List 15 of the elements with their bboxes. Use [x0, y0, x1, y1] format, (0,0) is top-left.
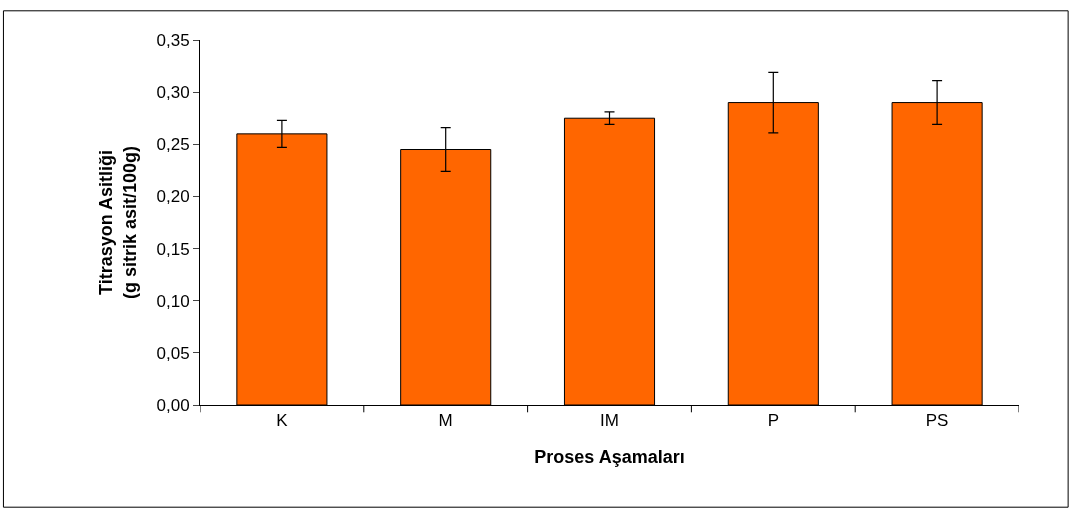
y-tick-label: 0,05 — [156, 343, 190, 363]
y-tick-label: 0,10 — [156, 291, 190, 311]
y-tick-label: 0,30 — [156, 83, 190, 103]
y-axis-title: Titrasyon Asitliği (g sitrik asit/100g) — [96, 145, 140, 300]
y-tick-label: 0,20 — [156, 187, 190, 207]
y-tick-label: 0,00 — [156, 395, 190, 415]
x-tick-label: K — [276, 411, 289, 431]
x-tick-label: M — [438, 411, 453, 431]
y-tick-label: 0,25 — [156, 135, 190, 155]
x-tick-label: P — [767, 411, 779, 431]
y-tick-label: 0,15 — [156, 239, 190, 259]
x-tick-label: IM — [600, 411, 619, 431]
x-tick-label: PS — [925, 411, 949, 431]
x-axis-title: Proses Aşamaları — [534, 446, 685, 467]
y-tick-label: 0,35 — [156, 30, 190, 50]
